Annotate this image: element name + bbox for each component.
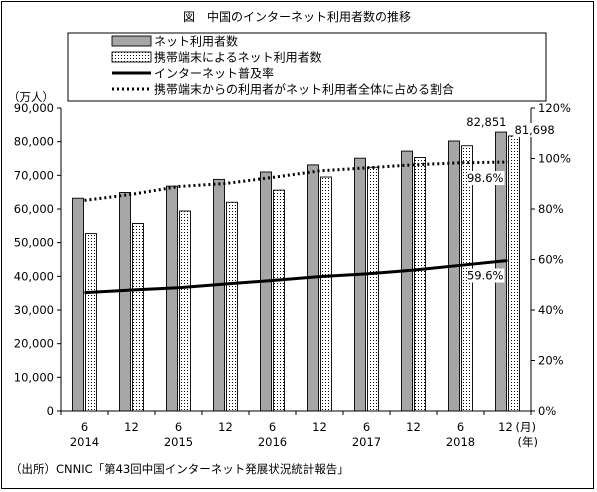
left-tick-label: 80,000 (14, 135, 54, 149)
line-penetration-rate (84, 259, 508, 295)
bar-mobile-users (226, 201, 238, 412)
right-tick-label: 60% (538, 253, 564, 267)
bar-mobile-users (320, 176, 332, 412)
bar-mobile-users (132, 223, 144, 412)
bar-internet-users (354, 157, 366, 412)
source-note: （出所）CNNIC「第43回中国インターネット発展状況統計報告」 (10, 462, 349, 476)
line-mobile-share (84, 160, 508, 202)
x-tick-label-month: 12 (218, 420, 233, 434)
plot-area: 0 10,000 20,000 30,000 40,000 50,000 60,000 70,… (14, 101, 571, 449)
bar-internet-users (166, 185, 178, 412)
x-tick-label-month: 6 (363, 420, 370, 434)
right-tick-label: 40% (538, 303, 564, 317)
legend-swatch-gray (111, 35, 152, 47)
x-tick-label-month: 6 (81, 420, 88, 434)
bar-mobile-users (414, 157, 426, 412)
data-label-bg (467, 268, 505, 283)
x-tick-label-month: 6 (457, 420, 464, 434)
left-tick-label: 60,000 (14, 202, 54, 216)
left-tick-label: 20,000 (14, 337, 54, 351)
legend-label: インターネット普及率 (154, 66, 274, 81)
right-tick-label: 120% (538, 101, 571, 115)
bar-internet-users (119, 192, 131, 412)
x-tick-label-month: 12 (124, 420, 139, 434)
bar-mobile-users (273, 189, 285, 412)
legend-label: 携帯端末からの利用者がネット利用者全体に占める割合 (154, 82, 454, 97)
data-label-bg (463, 115, 508, 130)
legend-label: ネット利用者数 (154, 34, 238, 49)
left-tick-label: 40,000 (14, 269, 54, 283)
left-tick-label: 90,000 (14, 101, 54, 115)
data-label: 98.6% (467, 171, 504, 185)
bar-internet-users (448, 140, 460, 412)
legend-label: 携帯端末によるネット利用者数 (154, 50, 322, 65)
right-tick-label: 80% (538, 202, 564, 216)
bar-internet-users (307, 164, 319, 412)
x-tick-label-year: 2015 (164, 435, 193, 449)
right-tick-label: 100% (538, 152, 571, 166)
data-label: 59.6% (467, 269, 504, 283)
x-tick-label-year: 2017 (352, 435, 381, 449)
legend-swatch-dotted (111, 51, 152, 63)
bar-internet-users (260, 171, 272, 412)
x-unit-month: (月) (516, 420, 536, 434)
data-label-bg (513, 122, 558, 137)
bar-internet-users (213, 178, 225, 412)
left-axis-unit: （万人） (8, 90, 54, 104)
bar-mobile-users (85, 233, 97, 412)
left-tick-label: 50,000 (14, 236, 54, 250)
bar-mobile-users (179, 210, 191, 412)
bar-mobile-users (508, 135, 520, 412)
right-tick-label: 20% (538, 354, 564, 368)
left-tick-label: 0 (47, 404, 54, 418)
left-tick-label: 30,000 (14, 303, 54, 317)
chart-title: 図 中国のインターネット利用者数の推移 (183, 9, 411, 24)
x-tick-label-month: 6 (175, 420, 182, 434)
x-tick-label-year: 2016 (258, 435, 287, 449)
data-label: 81,698 (515, 123, 555, 137)
bar-internet-users (72, 197, 84, 412)
data-label-bg (467, 171, 505, 186)
bar-internet-users (401, 150, 413, 412)
left-tick-label: 10,000 (14, 370, 54, 384)
x-tick-label-month: 12 (406, 420, 421, 434)
data-label: 82,851 (466, 115, 506, 129)
x-tick-label-month: 12 (498, 420, 513, 434)
x-tick-label-year: 2014 (70, 435, 99, 449)
right-tick-label: 0% (538, 404, 556, 418)
x-tick-label-year: 2018 (446, 435, 475, 449)
x-tick-label-month: 12 (312, 420, 327, 434)
x-tick-label-month: 6 (269, 420, 276, 434)
x-unit-year: (年) (518, 435, 538, 449)
bar-mobile-users (367, 166, 379, 412)
left-tick-label: 70,000 (14, 168, 54, 182)
legend: ネット利用者数携帯端末によるネット利用者数インターネット普及率携帯端末からの利用… (67, 32, 547, 102)
